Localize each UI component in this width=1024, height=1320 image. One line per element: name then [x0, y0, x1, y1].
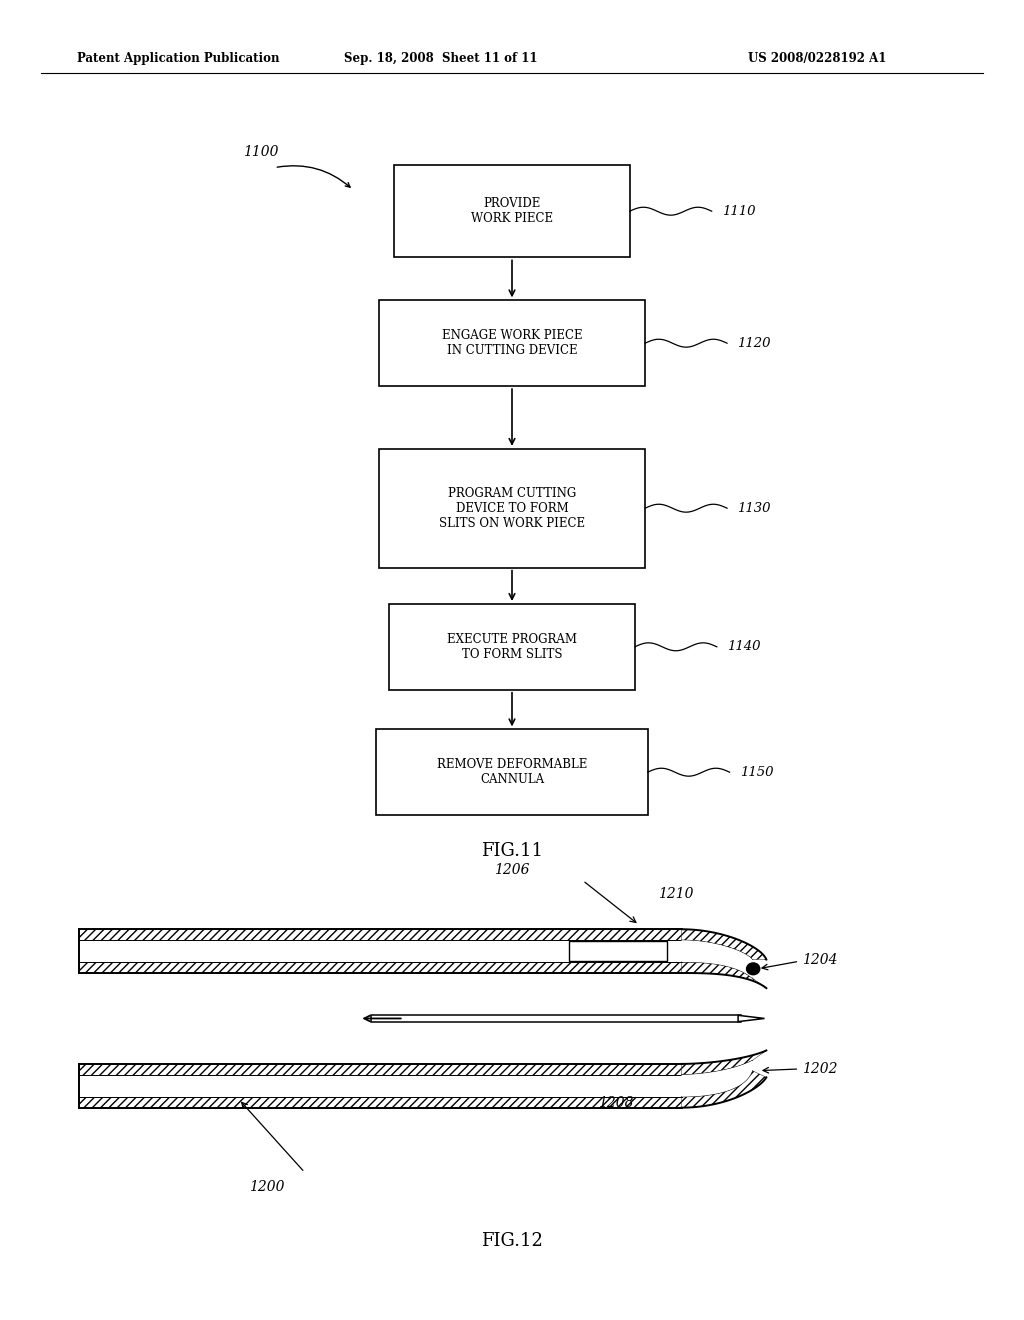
Bar [379, 449, 645, 568]
Bar [79, 1074, 682, 1097]
Polygon shape [738, 1015, 765, 1022]
Text: 1140: 1140 [727, 640, 761, 653]
Text: 1202: 1202 [802, 1063, 838, 1076]
Bar [79, 1097, 682, 1107]
Text: US 2008/0228192 A1: US 2008/0228192 A1 [748, 51, 886, 65]
Text: 1130: 1130 [737, 502, 771, 515]
Bar [394, 165, 630, 257]
Text: 1200: 1200 [249, 1180, 285, 1193]
Text: 1210: 1210 [658, 887, 693, 902]
Text: 1206: 1206 [495, 863, 529, 878]
Text: REMOVE DEFORMABLE
CANNULA: REMOVE DEFORMABLE CANNULA [437, 758, 587, 787]
Bar [371, 1015, 741, 1022]
Text: PROVIDE
WORK PIECE: PROVIDE WORK PIECE [471, 197, 553, 226]
FancyArrowPatch shape [278, 166, 350, 187]
Text: Sep. 18, 2008  Sheet 11 of 11: Sep. 18, 2008 Sheet 11 of 11 [344, 51, 537, 65]
Polygon shape [682, 1060, 753, 1097]
Text: EXECUTE PROGRAM
TO FORM SLITS: EXECUTE PROGRAM TO FORM SLITS [447, 632, 577, 661]
Bar [568, 941, 668, 961]
Text: 1204: 1204 [802, 953, 838, 966]
Polygon shape [682, 1071, 766, 1107]
Text: Patent Application Publication: Patent Application Publication [77, 51, 280, 65]
Text: 1120: 1120 [737, 337, 771, 350]
Circle shape [746, 962, 760, 974]
Bar [79, 1064, 682, 1074]
Bar [79, 940, 682, 962]
Text: ENGAGE WORK PIECE
IN CUTTING DEVICE: ENGAGE WORK PIECE IN CUTTING DEVICE [441, 329, 583, 358]
Bar [79, 962, 682, 973]
Bar [379, 301, 645, 385]
Polygon shape [682, 929, 766, 960]
Polygon shape [682, 940, 753, 978]
Text: 1150: 1150 [739, 766, 773, 779]
Text: PROGRAM CUTTING
DEVICE TO FORM
SLITS ON WORK PIECE: PROGRAM CUTTING DEVICE TO FORM SLITS ON … [439, 487, 585, 529]
Text: FIG.12: FIG.12 [481, 1232, 543, 1250]
Polygon shape [682, 962, 766, 989]
Text: FIG.11: FIG.11 [481, 842, 543, 861]
Text: 1110: 1110 [722, 205, 756, 218]
Bar [79, 929, 682, 940]
Bar [389, 605, 635, 689]
Text: 1208: 1208 [598, 1096, 634, 1110]
Bar [377, 729, 648, 816]
Text: 1100: 1100 [244, 145, 279, 158]
Polygon shape [682, 1051, 766, 1074]
